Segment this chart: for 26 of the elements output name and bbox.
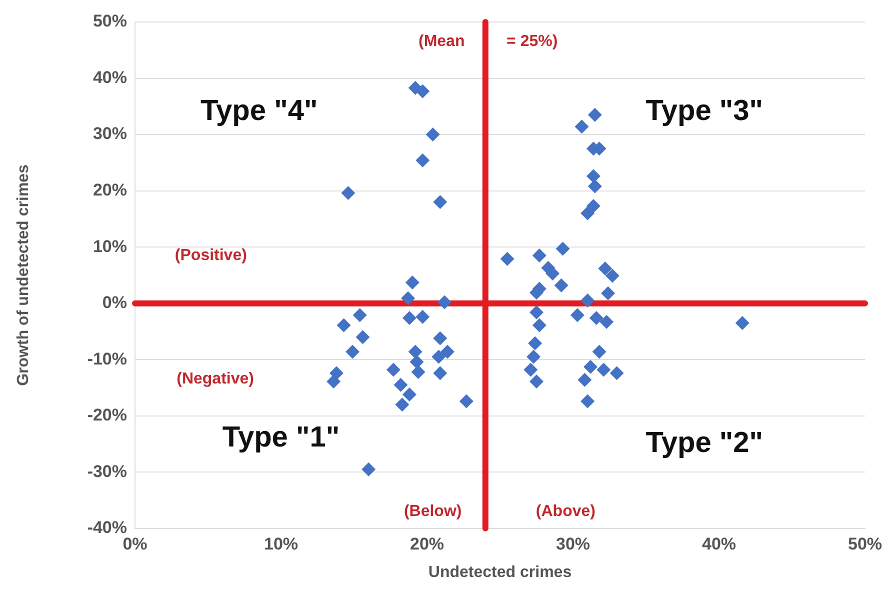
y-tick-label: 30% — [92, 124, 127, 144]
y-axis-title: Growth of undetected crimes — [15, 164, 32, 386]
y-tick-label: 0% — [102, 293, 127, 312]
annotation: Type "2" — [646, 427, 764, 459]
annotation: = 25%) — [506, 33, 558, 50]
x-tick-label: 50% — [848, 534, 882, 554]
x-tick-label: 30% — [556, 534, 590, 554]
annotation: (Mean — [418, 33, 465, 50]
annotation: (Negative) — [176, 370, 254, 388]
x-tick-label: 20% — [410, 534, 444, 554]
y-tick-label: 20% — [92, 180, 127, 200]
annotation: Type "3" — [646, 95, 764, 128]
y-tick-label: -10% — [87, 349, 127, 368]
y-tick-label: 40% — [92, 68, 127, 87]
annotation: (Below) — [404, 502, 462, 520]
annotation: Type "1" — [222, 421, 340, 454]
y-tick-label: -20% — [87, 406, 127, 425]
y-tick-label: 50% — [92, 12, 127, 31]
y-tick-label: -30% — [87, 462, 127, 481]
x-tick-label: 40% — [702, 534, 736, 554]
y-tick-label: 10% — [92, 236, 127, 256]
x-tick-label: 10% — [264, 534, 298, 554]
annotation: (Positive) — [174, 246, 247, 264]
x-axis-title: Undetected crimes — [428, 564, 572, 581]
annotation: (Above) — [536, 502, 596, 520]
annotation: Type "4" — [200, 95, 318, 128]
